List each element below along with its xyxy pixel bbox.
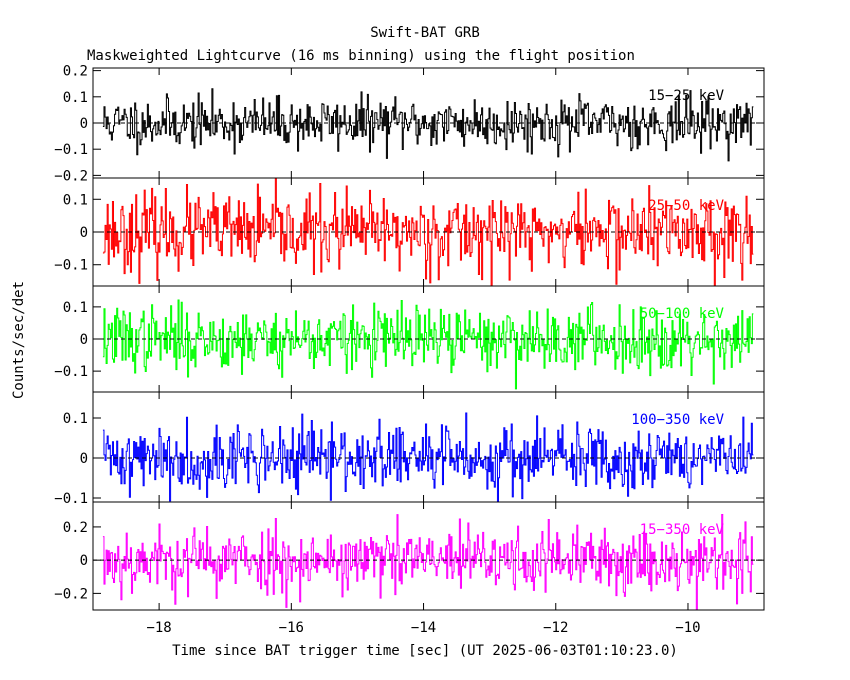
panel-15-25-kev-label: 15−25 keV bbox=[648, 88, 724, 104]
panel-15-25-kev-series bbox=[102, 88, 754, 162]
panel-15-25-kev-ytick-label: 0.2 bbox=[63, 64, 88, 80]
panel-15-350-kev-ytick-label: −0.2 bbox=[54, 586, 88, 602]
x-axis-label: Time since BAT trigger time [sec] (UT 20… bbox=[172, 643, 678, 659]
panel-15-350-kev-series bbox=[102, 514, 754, 611]
panel-stack: −0.2 −0.1 0 0.1 0.2 15−25 keV −0.1 0 0.1 25−50 ke… bbox=[54, 64, 765, 636]
panel-15-350-kev-ytick-label: 0 bbox=[80, 553, 88, 569]
y-axis-label: Counts/sec/det bbox=[11, 281, 27, 399]
panel-25-50-kev-ytick-label: 0 bbox=[80, 225, 88, 241]
panel-15-25-kev-ytick-label: 0 bbox=[80, 116, 88, 132]
panel-100-350-kev-series bbox=[102, 412, 754, 503]
panel-50-100-kev-series bbox=[102, 299, 754, 390]
panel-100-350-kev-label: 100−350 keV bbox=[631, 412, 724, 428]
panel-15-25-kev-ytick-label: −0.2 bbox=[54, 168, 88, 184]
panel-100-350-kev-ytick-label: −0.1 bbox=[54, 491, 88, 507]
x-tick-label: −18 bbox=[146, 620, 171, 636]
panel-15-25-kev-ytick-label: 0.1 bbox=[63, 90, 88, 106]
panel-25-50-kev-label: 25−50 keV bbox=[648, 198, 724, 214]
panel-25-50-kev-series bbox=[102, 177, 754, 287]
chart-subtitle: Maskweighted Lightcurve (16 ms binning) … bbox=[87, 48, 635, 64]
panel-50-100-kev-ytick-label: 0 bbox=[80, 332, 88, 348]
panel-50-100-kev-label: 50−100 keV bbox=[640, 306, 725, 322]
x-tick-label: −14 bbox=[411, 620, 436, 636]
panel-50-100-kev-ytick-label: 0.1 bbox=[63, 300, 88, 316]
panel-15-350-kev-ytick-label: 0.2 bbox=[63, 520, 88, 536]
panel-15-350-kev-label: 15−350 keV bbox=[640, 522, 725, 538]
x-tick-label: −12 bbox=[543, 620, 568, 636]
chart-title: Swift-BAT GRB bbox=[370, 25, 480, 41]
panel-25-50-kev-ytick-label: 0.1 bbox=[63, 192, 88, 208]
panel-15-25-kev-ytick-label: −0.1 bbox=[54, 142, 88, 158]
panel-50-100-kev-ytick-label: −0.1 bbox=[54, 364, 88, 380]
panel-25-50-kev-ytick-label: −0.1 bbox=[54, 258, 88, 274]
panel-100-350-kev-ytick-label: 0.1 bbox=[63, 411, 88, 427]
x-tick-label: −16 bbox=[279, 620, 304, 636]
x-tick-label: −10 bbox=[675, 620, 700, 636]
panel-100-350-kev-ytick-label: 0 bbox=[80, 451, 88, 467]
panel-15-350-kev-frame bbox=[92, 501, 765, 611]
